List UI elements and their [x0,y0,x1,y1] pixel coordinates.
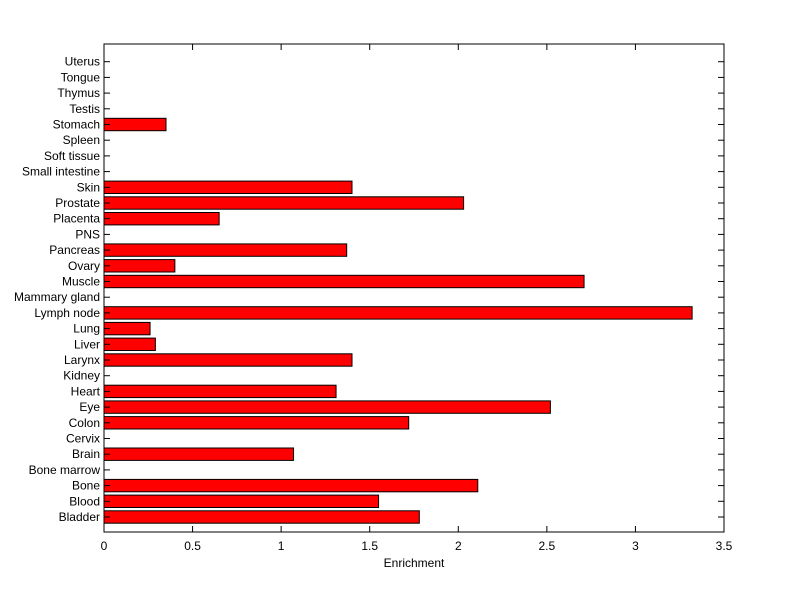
x-axis-label: Enrichment [384,556,445,570]
bar-placenta [103,212,220,226]
y-tick-label-skin: Skin [77,180,100,194]
bar-stomach [103,117,167,132]
bar-brain [103,447,295,461]
y-tick-label-lung: Lung [73,322,100,336]
y-tick-label-muscle: Muscle [62,275,100,289]
plot-frame [103,43,725,533]
x-tick-label: 0.5 [184,539,201,553]
y-tick-label-placenta: Placenta [53,212,100,226]
y-tick-label-ovary: Ovary [68,259,100,273]
bar-bone [103,478,479,493]
x-tick-label: 3 [632,539,639,553]
y-tick-label-bone-marrow: Bone marrow [29,463,101,477]
bar-skin [103,180,353,195]
x-tick-label: 2.5 [539,539,556,553]
bar-larynx [103,353,353,367]
y-tick-label-cervix: Cervix [66,432,100,446]
bar-ovary [103,259,176,273]
y-tick-label-stomach: Stomach [53,118,100,132]
y-tick-label-pancreas: Pancreas [49,243,100,257]
y-tick-label-colon: Colon [69,416,100,430]
bar-prostate [103,196,465,210]
y-tick-label-thymus: Thymus [57,86,100,100]
y-tick-label-prostate: Prostate [55,196,100,210]
y-tick-label-uterus: Uterus [65,55,100,69]
bar-lung [103,321,151,336]
y-tick-label-tongue: Tongue [61,70,101,84]
y-tick-label-larynx: Larynx [64,353,100,367]
bars-layer [103,117,693,524]
y-tick-label-lymph-node: Lymph node [34,306,100,320]
y-tick-label-bladder: Bladder [59,510,100,524]
bar-eye [103,400,551,414]
x-tick-label: 1.5 [361,539,378,553]
x-tick-label: 2 [455,539,462,553]
y-tick-label-bone: Bone [72,479,100,493]
bar-liver [103,337,156,352]
y-tick-label-mammary-gland: Mammary gland [14,290,100,304]
y-tick-label-testis: Testis [69,102,100,116]
x-tick-label: 1 [278,539,285,553]
y-tick-label-blood: Blood [69,494,100,508]
bar-lymph-node [103,306,693,320]
y-tick-label-soft-tissue: Soft tissue [44,149,100,163]
ticks-layer [103,44,725,532]
y-tick-label-liver: Liver [74,337,100,351]
bar-pancreas [103,243,348,257]
y-tick-label-spleen: Spleen [63,133,100,147]
y-tick-label-pns: PNS [75,227,100,241]
bar-heart [103,384,337,399]
bar-muscle [103,274,585,289]
y-tick-label-brain: Brain [72,447,100,461]
y-tick-label-small-intestine: Small intestine [22,165,100,179]
y-tick-label-eye: Eye [79,400,100,414]
bar-colon [103,416,410,430]
bar-blood [103,494,380,509]
y-tick-label-kidney: Kidney [63,369,100,383]
x-tick-label: 0 [101,539,108,553]
y-tick-label-heart: Heart [71,384,101,398]
bar-bladder [103,510,420,524]
x-tick-label: 3.5 [716,539,733,553]
